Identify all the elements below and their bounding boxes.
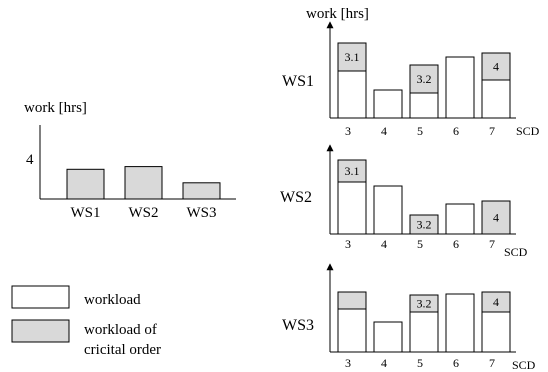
ws1-panel: work [hrs] WS1 3.1 3.2 4 3 4 5 6 7 SCD — [282, 6, 540, 138]
ws3-tick-label-5: 5 — [417, 356, 423, 370]
ws1-tick-labels: 3 4 5 6 7 — [345, 124, 495, 138]
ws2-row-label: WS2 — [280, 189, 312, 206]
legend: workload workload of cricital order — [11, 285, 161, 358]
ws3-critical-bar-scd-5 — [409, 294, 439, 313]
ws2-critical-label-scd-5: 3.2 — [417, 218, 432, 232]
ws3-critical-bar-scd-3 — [337, 291, 367, 310]
ws2-critical-label-scd-7: 4 — [493, 211, 499, 225]
ws1-workload-bar-scd-5 — [409, 92, 439, 119]
ws2-critical-bar-scd-7 — [481, 200, 511, 235]
summary-cat-label-ws1: WS1 — [71, 205, 101, 221]
ws1-panel-ylabel: work [hrs] — [306, 6, 369, 22]
ws1-critical-label-scd-3: 3.1 — [345, 50, 360, 64]
summary-bar-ws3 — [182, 182, 221, 200]
summary-ylabel: work [hrs] — [24, 100, 87, 116]
ws3-tick-labels: 3 4 5 6 7 — [345, 356, 495, 370]
legend-critical-label-line-2: cricital order — [84, 342, 161, 358]
ws2-tick-label-5: 5 — [417, 237, 423, 251]
ws3-critical-label-scd-5: 3.2 — [417, 297, 432, 311]
ws1-critical-label-scd-7: 4 — [493, 60, 499, 74]
ws2-tick-labels: 3 4 5 6 7 — [345, 237, 495, 251]
ws2-tick-label-7: 7 — [489, 237, 495, 251]
ws1-workload-bar-scd-6 — [445, 56, 475, 119]
ws3-tick-label-3: 3 — [345, 356, 351, 370]
ws3-workload-bar-scd-4 — [373, 321, 403, 353]
ws3-row-label: WS3 — [282, 317, 314, 334]
ws1-critical-bar-scd-5 — [409, 64, 439, 94]
ws3-tick-label-7: 7 — [489, 356, 495, 370]
ws1-tick-label-4: 4 — [381, 124, 387, 138]
ws3-tick-label-4: 4 — [381, 356, 387, 370]
ws1-workload-bar-scd-4 — [373, 89, 403, 119]
ws1-bars: 3.1 3.2 4 — [337, 42, 511, 119]
ws3-tick-label-6: 6 — [453, 356, 459, 370]
ws2-bars: 3.1 3.2 4 — [337, 159, 511, 235]
ws2-tick-label-6: 6 — [453, 237, 459, 251]
legend-critical-swatch — [11, 319, 70, 343]
ws1-critical-label-scd-5: 3.2 — [417, 72, 432, 86]
ws1-critical-bar-scd-3 — [337, 42, 367, 72]
ws1-tick-label-3: 3 — [345, 124, 351, 138]
ws1-workload-bar-scd-3 — [337, 70, 367, 119]
ws2-critical-label-scd-3: 3.1 — [345, 164, 360, 178]
ws1-row-label: WS1 — [282, 73, 314, 90]
ws3-workload-bar-scd-5 — [409, 311, 439, 353]
legend-critical-label-line-1: workload of — [84, 322, 157, 338]
ws2-workload-bar-scd-6 — [445, 203, 475, 235]
summary-bar-ws1 — [66, 168, 105, 200]
ws1-workload-bar-scd-7 — [481, 79, 511, 119]
ws3-critical-label-scd-7: 4 — [493, 295, 499, 309]
summary-bars — [66, 166, 221, 200]
summary-chart: work [hrs] 4 WS1 WS2 WS3 — [24, 100, 236, 221]
ws3-xlabel: SCD — [512, 358, 536, 372]
ws1-xlabel: SCD — [516, 124, 540, 138]
summary-bar-ws2 — [124, 166, 163, 200]
ws2-workload-bar-scd-4 — [373, 185, 403, 235]
ws2-tick-label-4: 4 — [381, 237, 387, 251]
ws1-critical-bar-scd-7 — [481, 52, 511, 81]
ws2-critical-bar-scd-3 — [337, 159, 367, 183]
summary-cat-label-ws2: WS2 — [129, 205, 159, 221]
ws3-workload-bar-scd-7 — [481, 311, 511, 353]
ws2-tick-label-3: 3 — [345, 237, 351, 251]
ws3-workload-bar-scd-6 — [445, 293, 475, 353]
ws1-tick-label-6: 6 — [453, 124, 459, 138]
ws3-workload-bar-scd-3 — [337, 308, 367, 353]
summary-y-tick: 4 — [26, 152, 34, 168]
ws3-bars: 3.2 4 — [337, 291, 511, 353]
ws1-tick-label-7: 7 — [489, 124, 495, 138]
legend-workload-swatch — [11, 285, 70, 309]
summary-cat-label-ws3: WS3 — [187, 205, 217, 221]
ws2-xlabel: SCD — [504, 245, 528, 259]
ws2-critical-bar-scd-5 — [409, 214, 439, 235]
ws2-workload-bar-scd-3 — [337, 181, 367, 235]
ws2-panel: WS2 3.1 3.2 4 3 4 5 6 7 SCD — [280, 144, 528, 259]
legend-workload-label: workload — [84, 292, 141, 308]
ws1-tick-label-5: 5 — [417, 124, 423, 138]
ws3-critical-bar-scd-7 — [481, 291, 511, 313]
summary-category-labels: WS1 WS2 WS3 — [71, 205, 217, 221]
legend-critical-label: workload of cricital order — [84, 322, 161, 358]
